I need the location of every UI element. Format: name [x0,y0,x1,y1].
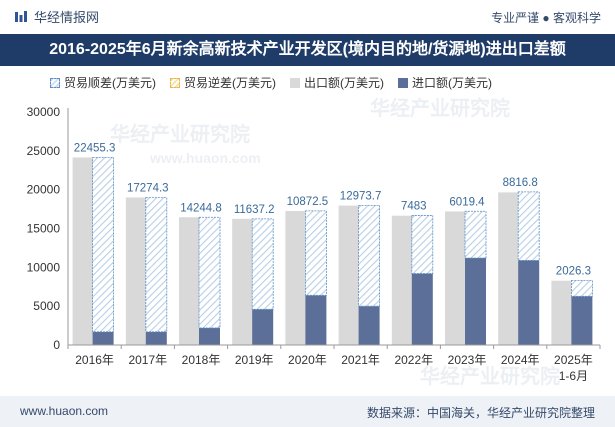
x-tick-label: 2022年 [394,353,433,367]
export-bar [391,215,413,345]
footer-source: 数据来源：中国海关，华经产业研究院整理 [366,406,595,420]
legend-label-surplus: 贸易顺差(万美元) [64,76,156,90]
surplus-bar [92,156,114,333]
surplus-bar [198,216,221,329]
export-bar [125,197,147,345]
import-bar [465,258,486,345]
hatched-yellow-swatch-icon [170,77,180,88]
watermark-2: www.huaon.com [150,150,261,166]
import-bar [305,295,327,345]
y-tick-label: 25000 [27,144,61,158]
y-tick-label: 15000 [27,222,61,236]
x-tick-label: 2025年 [554,353,593,367]
y-tick-label: 20000 [27,183,61,197]
x-tick-label: 2018年 [182,353,221,367]
surplus-data-label: 7483 [401,200,427,212]
x-tick-sublabel: 1-6月 [559,369,588,383]
legend-label-export: 出口额(万美元) [304,76,384,90]
x-tick-label: 2021年 [341,353,380,367]
surplus-bar [251,218,274,310]
export-bar [445,211,466,345]
watermark-1: 华经产业研究院 [110,124,250,146]
footer: www.huaon.com 数据来源：中国海关，华经产业研究院整理 [0,396,615,427]
surplus-data-label: 22455.3 [74,142,116,154]
import-bar [518,260,540,345]
surplus-data-label: 6019.4 [449,196,485,208]
legend-label-deficit: 贸易逆差(万美元) [184,76,276,90]
x-tick-label: 2020年 [288,353,327,367]
huajing-logo-icon [15,10,27,22]
legend-item-deficit: 贸易逆差(万美元) [170,74,276,91]
watermark-4: 华经产业研究院 [420,366,560,388]
y-tick-label: 10000 [27,260,61,274]
chart-title: 2016-2025年6月新余高新技术产业开发区(境内目的地/货源地)进出口差额 [49,41,566,58]
import-bar [411,273,433,345]
surplus-bar [411,215,434,274]
surplus-bar [145,197,168,333]
surplus-data-label: 8816.8 [503,177,538,189]
dark-blue-swatch-icon [398,77,408,88]
surplus-bar [304,210,327,296]
title-bar: 2016-2025年6月新余高新技术产业开发区(境内目的地/货源地)进出口差额 [0,34,615,66]
surplus-bar [571,280,593,297]
brand-name: 华经情报网 [34,10,100,25]
export-bar [551,280,573,345]
x-tick-label: 2023年 [448,353,487,367]
bar-chart: 22455.3 17274.3 14244.8 11637.2 10872.5 12973… [27,105,601,383]
surplus-data-label: 2026.3 [556,265,591,277]
y-tick-label: 30000 [27,105,61,119]
export-bar [72,157,94,345]
slogan: 专业严谨 ● 客观科学 [491,11,601,25]
footer-website: www.huaon.com [20,404,109,418]
brand: 华经情报网 [14,7,99,26]
export-bar [232,218,254,345]
y-tick-label: 5000 [33,299,60,313]
surplus-data-label: 14244.8 [180,202,222,214]
watermark-3: 华经产业研究院 [370,98,510,120]
export-bar [498,192,520,345]
y-tick-label: 0 [53,338,60,352]
surplus-bar [517,191,540,261]
surplus-data-label: 17274.3 [127,183,169,195]
import-bar [145,331,167,345]
export-bar [179,217,200,345]
import-bar [199,327,220,345]
surplus-bar [464,210,487,259]
x-tick-label: 2024年 [501,353,540,367]
chart-legend: 贸易顺差(万美元) 贸易逆差(万美元) 出口额(万美元) 进口额(万美元) [50,74,506,91]
export-bar [285,211,307,345]
hatched-blue-swatch-icon [50,77,60,88]
import-bar [92,331,114,345]
export-bar [338,205,360,345]
x-tick-label: 2019年 [235,353,274,367]
top-bar: 华经情报网 专业严谨 ● 客观科学 [0,0,615,34]
legend-label-import: 进口额(万美元) [412,76,492,90]
import-bar [252,309,274,345]
import-bar [571,296,593,345]
gray-swatch-icon [290,77,300,88]
legend-item-import: 进口额(万美元) [398,74,492,91]
x-tick-label: 2016年 [75,353,114,367]
x-tick-label: 2017年 [128,353,167,367]
surplus-data-label: 10872.5 [287,196,329,208]
legend-item-surplus: 贸易顺差(万美元) [50,74,156,91]
surplus-data-label: 12973.7 [340,190,382,202]
import-bar [358,306,380,345]
legend-item-export: 出口额(万美元) [290,74,384,91]
surplus-data-label: 11637.2 [234,204,275,216]
surplus-bar [358,205,381,307]
